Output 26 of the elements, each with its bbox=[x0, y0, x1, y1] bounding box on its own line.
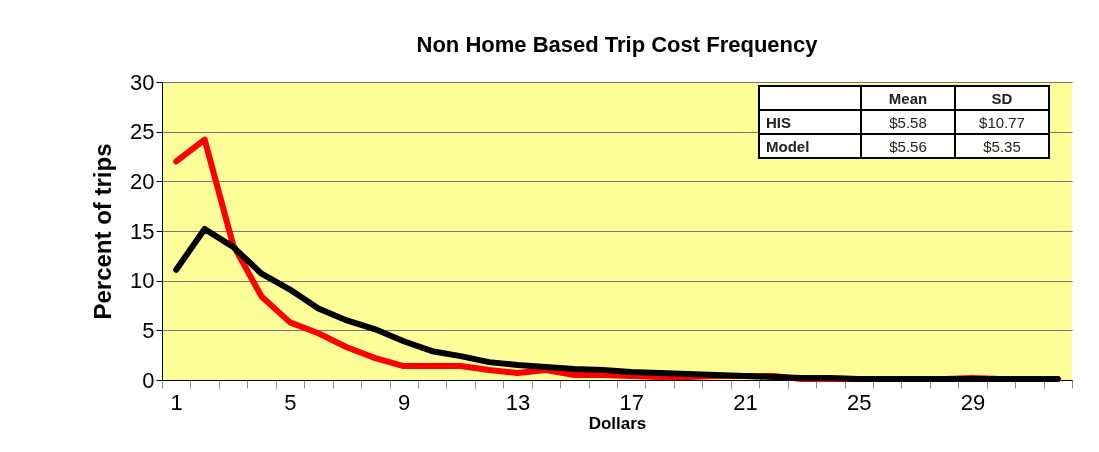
y-tick-label: 30 bbox=[130, 69, 155, 95]
y-tick-label: 5 bbox=[142, 317, 155, 343]
y-axis-title: Percent of trips bbox=[89, 143, 117, 320]
y-tick-label: 25 bbox=[130, 119, 155, 145]
x-tick-label: 17 bbox=[619, 389, 644, 415]
annotation: $5.56 bbox=[861, 134, 955, 158]
y-tick-label: 20 bbox=[130, 168, 155, 194]
x-axis-title: Dollars bbox=[588, 413, 647, 433]
annotation: $5.35 bbox=[955, 134, 1049, 158]
chart-title: Non Home Based Trip Cost Frequency bbox=[416, 32, 819, 57]
annotation: $5.58 bbox=[861, 110, 955, 134]
annotation: $10.77 bbox=[955, 110, 1049, 134]
x-tick-label: 5 bbox=[284, 389, 297, 415]
annotation: Model bbox=[759, 134, 861, 158]
x-tick-label: 13 bbox=[505, 389, 531, 415]
annotation: HIS bbox=[759, 110, 861, 134]
x-tick-label: 9 bbox=[398, 389, 411, 415]
x-tick-label: 1 bbox=[170, 389, 183, 415]
y-tick-label: 15 bbox=[130, 218, 155, 244]
annotation: SD bbox=[955, 86, 1049, 110]
annotation: Mean bbox=[861, 86, 955, 110]
x-tick-label: 25 bbox=[846, 389, 872, 415]
x-tick-label: 21 bbox=[733, 389, 758, 415]
x-tick-label: 29 bbox=[960, 389, 986, 415]
y-tick-label: 10 bbox=[130, 268, 155, 294]
y-tick-label: 0 bbox=[142, 367, 155, 393]
